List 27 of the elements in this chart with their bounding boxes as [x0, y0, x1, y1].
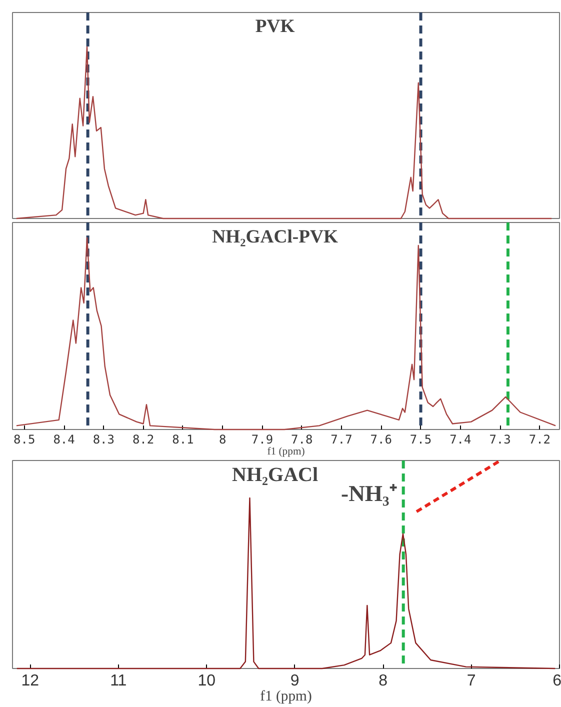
x-tick-label: 10: [198, 672, 216, 690]
chart-title: PVK: [255, 16, 296, 37]
x-tick-label: 7.7: [330, 432, 352, 446]
x-tick-label: 7: [466, 672, 476, 690]
x-tick-label: 8: [378, 672, 388, 690]
x-tick-label: 7.3: [489, 432, 511, 446]
chart-title: NH₂GACl: [232, 464, 318, 486]
x-tick-label: 7.6: [370, 432, 392, 446]
x-tick-label: 12: [21, 672, 40, 690]
annotation: -NH₃⁺: [341, 480, 398, 506]
x-tick-label: 8.2: [132, 432, 154, 446]
x-tick-label: 8.1: [172, 432, 194, 446]
x-tick-label: 8.3: [92, 432, 115, 446]
x-tick-label: 11: [110, 672, 127, 690]
x-tick-label: 7.4: [450, 432, 472, 446]
x-axis-title: f1 (ppm): [260, 688, 312, 704]
x-tick-label: 7.9: [251, 432, 274, 446]
x-tick-label: 8: [218, 432, 226, 446]
x-tick-label: 9: [290, 672, 300, 690]
x-tick-label: 8.4: [53, 432, 75, 446]
x-tick-label: 6: [552, 672, 561, 690]
x-tick-label: 8.5: [14, 432, 36, 446]
chart-title: NH₂GACl-PVK: [212, 226, 338, 248]
x-tick-label: 7.5: [410, 432, 432, 446]
x-axis-title: f1 (ppm): [267, 446, 306, 458]
x-tick-label: 7.8: [291, 432, 313, 446]
x-tick-label: 7.2: [528, 432, 551, 446]
